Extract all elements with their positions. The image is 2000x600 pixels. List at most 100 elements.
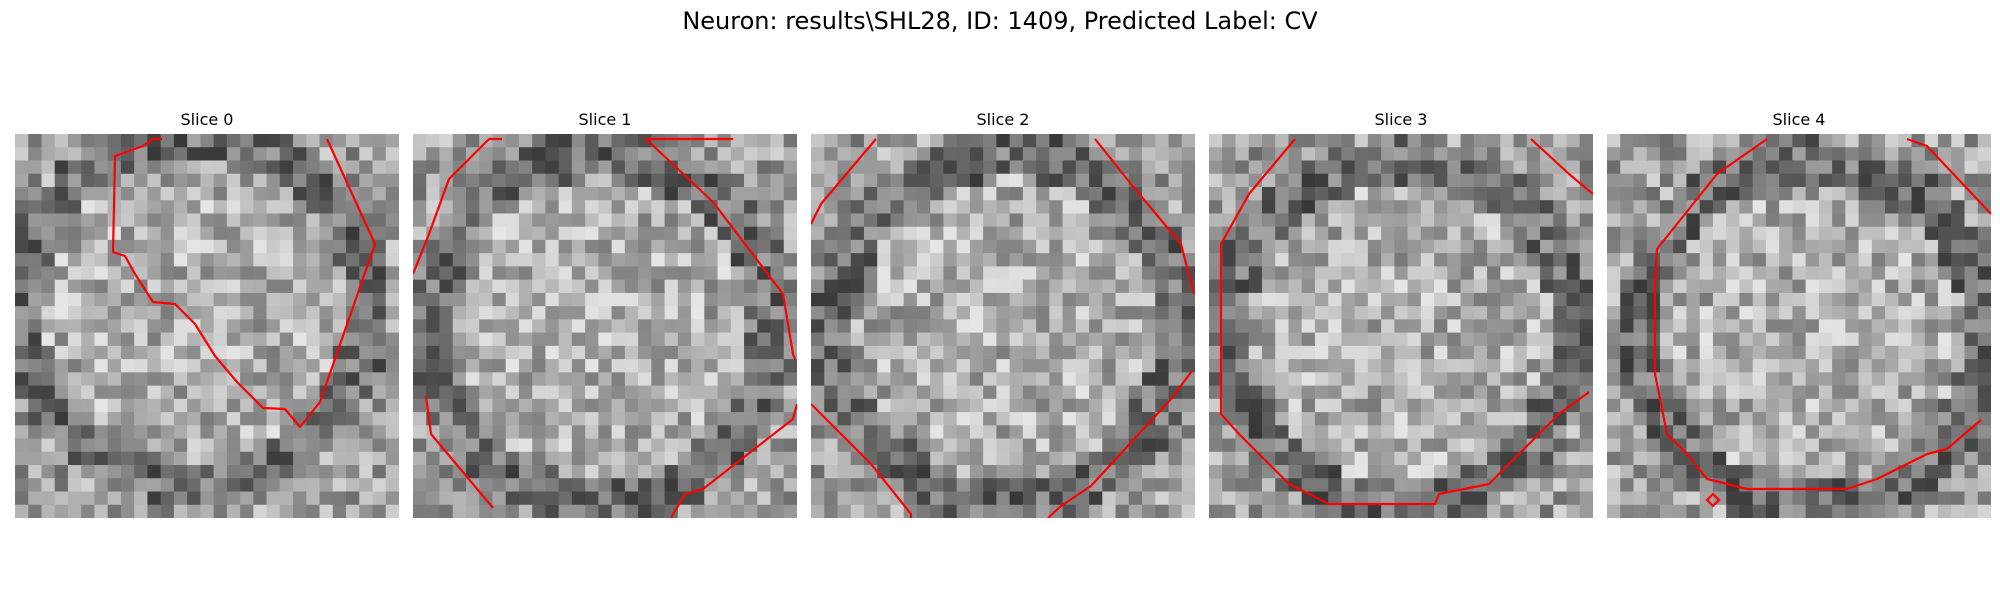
image-pixel xyxy=(120,504,135,518)
image-pixel xyxy=(1898,504,1913,518)
image-pixel xyxy=(1168,226,1183,241)
image-pixel xyxy=(1832,160,1846,175)
image-pixel xyxy=(479,213,494,228)
image-pixel xyxy=(1818,345,1833,360)
image-pixel xyxy=(1765,279,1780,294)
image-pixel xyxy=(465,504,480,518)
image-pixel xyxy=(545,504,560,518)
image-pixel xyxy=(691,292,705,307)
image-pixel xyxy=(1407,134,1422,148)
image-pixel xyxy=(1553,398,1568,413)
image-pixel xyxy=(279,292,294,307)
image-pixel xyxy=(1142,372,1156,387)
image-pixel xyxy=(983,134,997,148)
image-pixel xyxy=(452,478,467,493)
image-pixel xyxy=(1779,398,1793,413)
image-pixel xyxy=(1128,292,1143,307)
image-pixel xyxy=(1699,359,1714,373)
image-pixel xyxy=(67,412,82,426)
image-pixel xyxy=(1407,239,1422,254)
image-pixel xyxy=(585,425,599,440)
image-pixel xyxy=(1924,438,1939,453)
image-pixel xyxy=(1367,160,1382,175)
image-pixel xyxy=(1381,134,1395,148)
image-pixel xyxy=(1487,279,1501,294)
image-pixel xyxy=(1235,306,1250,320)
image-pixel xyxy=(147,359,162,373)
image-pixel xyxy=(1235,266,1250,281)
image-pixel xyxy=(730,186,745,201)
image-pixel xyxy=(505,385,520,400)
image-pixel xyxy=(1036,398,1050,413)
image-pixel xyxy=(1155,173,1170,188)
image-pixel xyxy=(532,438,547,453)
image-pixel xyxy=(173,266,188,281)
image-pixel xyxy=(1036,319,1050,334)
image-pixel xyxy=(1288,160,1303,175)
image-pixel xyxy=(664,134,679,148)
image-pixel xyxy=(1911,465,1926,479)
image-pixel xyxy=(173,253,188,268)
image-pixel xyxy=(1765,186,1780,201)
image-pixel xyxy=(94,385,109,400)
image-pixel xyxy=(1779,451,1793,466)
image-pixel xyxy=(1620,253,1635,268)
image-pixel xyxy=(1381,504,1395,518)
image-pixel xyxy=(147,173,162,188)
image-pixel xyxy=(651,359,666,373)
image-pixel xyxy=(1288,319,1303,334)
image-pixel xyxy=(160,186,175,201)
image-pixel xyxy=(969,266,984,281)
image-pixel xyxy=(1235,279,1250,294)
image-pixel xyxy=(1301,147,1316,162)
image-pixel xyxy=(1009,412,1024,426)
image-pixel xyxy=(67,160,82,175)
image-pixel xyxy=(837,438,852,453)
image-pixel xyxy=(452,491,467,506)
image-pixel xyxy=(173,359,188,373)
image-pixel xyxy=(1659,478,1674,493)
image-pixel xyxy=(1633,200,1648,215)
image-pixel xyxy=(1275,253,1290,268)
image-pixel xyxy=(1964,239,1979,254)
image-pixel xyxy=(1646,306,1661,320)
image-pixel xyxy=(15,332,29,347)
image-pixel xyxy=(41,213,56,228)
image-pixel xyxy=(359,332,374,347)
image-pixel xyxy=(213,425,228,440)
image-pixel xyxy=(1381,412,1395,426)
image-pixel xyxy=(107,478,122,493)
image-pixel xyxy=(213,266,228,281)
image-pixel xyxy=(54,478,69,493)
segmentation-contour xyxy=(811,403,913,518)
image-pixel xyxy=(598,173,613,188)
image-pixel xyxy=(253,186,268,201)
image-pixel xyxy=(1407,438,1422,453)
image-pixel xyxy=(1686,438,1701,453)
image-pixel xyxy=(1633,398,1648,413)
image-pixel xyxy=(1248,226,1263,241)
image-pixel xyxy=(1792,279,1807,294)
image-pixel xyxy=(54,213,69,228)
image-pixel xyxy=(1473,319,1488,334)
image-pixel xyxy=(1394,465,1409,479)
image-pixel xyxy=(1951,213,1966,228)
image-pixel xyxy=(1222,359,1237,373)
image-pixel xyxy=(1726,425,1741,440)
image-pixel xyxy=(691,425,705,440)
image-pixel xyxy=(54,266,69,281)
image-pixel xyxy=(1885,438,1899,453)
image-pixel xyxy=(1500,451,1515,466)
image-pixel xyxy=(1673,134,1688,148)
image-pixel xyxy=(1128,226,1143,241)
image-pixel xyxy=(81,292,96,307)
image-pixel xyxy=(1792,226,1807,241)
image-pixel xyxy=(359,147,374,162)
image-pixel xyxy=(1314,134,1329,148)
image-pixel xyxy=(1712,504,1727,518)
image-pixel xyxy=(1712,425,1727,440)
image-pixel xyxy=(240,478,254,493)
image-pixel xyxy=(1168,491,1183,506)
image-pixel xyxy=(1752,279,1767,294)
image-pixel xyxy=(824,504,839,518)
